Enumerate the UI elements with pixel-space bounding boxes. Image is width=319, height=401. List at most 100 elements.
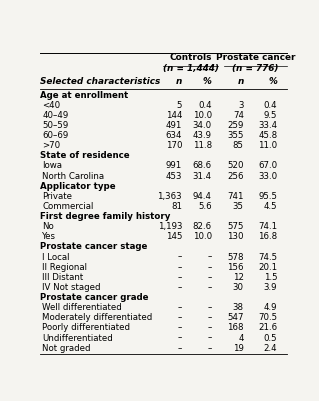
Text: 11.8: 11.8 <box>193 141 212 150</box>
Text: 21.6: 21.6 <box>258 323 277 332</box>
Text: 0.4: 0.4 <box>263 101 277 110</box>
Text: 43.9: 43.9 <box>193 131 212 140</box>
Text: –: – <box>207 283 212 292</box>
Text: <40: <40 <box>42 101 61 110</box>
Text: 4: 4 <box>238 334 244 342</box>
Text: –: – <box>178 334 182 342</box>
Text: I Local: I Local <box>42 253 70 261</box>
Text: 1,193: 1,193 <box>158 222 182 231</box>
Text: 11.0: 11.0 <box>258 141 277 150</box>
Text: –: – <box>207 323 212 332</box>
Text: –: – <box>178 344 182 352</box>
Text: –: – <box>207 303 212 312</box>
Text: 491: 491 <box>166 121 182 130</box>
Text: –: – <box>207 253 212 261</box>
Text: 68.6: 68.6 <box>193 162 212 170</box>
Text: 50–59: 50–59 <box>42 121 69 130</box>
Text: 3: 3 <box>238 101 244 110</box>
Text: –: – <box>178 323 182 332</box>
Text: –: – <box>207 273 212 282</box>
Text: Iowa: Iowa <box>42 162 62 170</box>
Text: 156: 156 <box>227 263 244 272</box>
Text: 35: 35 <box>233 202 244 211</box>
Text: 40–49: 40–49 <box>42 111 69 120</box>
Text: %: % <box>203 77 212 86</box>
Text: III Distant: III Distant <box>42 273 84 282</box>
Text: 4.9: 4.9 <box>264 303 277 312</box>
Text: IV Not staged: IV Not staged <box>42 283 101 292</box>
Text: 256: 256 <box>227 172 244 180</box>
Text: 95.5: 95.5 <box>258 192 277 201</box>
Text: –: – <box>178 253 182 261</box>
Text: II Regional: II Regional <box>42 263 87 272</box>
Text: Selected characteristics: Selected characteristics <box>40 77 160 86</box>
Text: 520: 520 <box>227 162 244 170</box>
Text: 81: 81 <box>171 202 182 211</box>
Text: 60–69: 60–69 <box>42 131 69 140</box>
Text: 33.0: 33.0 <box>258 172 277 180</box>
Text: No: No <box>42 222 54 231</box>
Text: 3.9: 3.9 <box>264 283 277 292</box>
Text: –: – <box>207 263 212 272</box>
Text: n: n <box>176 77 182 86</box>
Text: –: – <box>178 303 182 312</box>
Text: 74: 74 <box>233 111 244 120</box>
Text: 74.1: 74.1 <box>258 222 277 231</box>
Text: 634: 634 <box>166 131 182 140</box>
Text: Private: Private <box>42 192 72 201</box>
Text: North Carolina: North Carolina <box>42 172 104 180</box>
Text: Moderately differentiated: Moderately differentiated <box>42 313 152 322</box>
Text: Yes: Yes <box>42 232 56 241</box>
Text: 5.6: 5.6 <box>198 202 212 211</box>
Text: %: % <box>268 77 277 86</box>
Text: 259: 259 <box>227 121 244 130</box>
Text: 4.5: 4.5 <box>263 202 277 211</box>
Text: 355: 355 <box>227 131 244 140</box>
Text: 144: 144 <box>166 111 182 120</box>
Text: Age at enrollment: Age at enrollment <box>40 91 128 100</box>
Text: Prostate cancer: Prostate cancer <box>216 53 295 62</box>
Text: 578: 578 <box>227 253 244 261</box>
Text: Applicator type: Applicator type <box>40 182 115 191</box>
Text: n: n <box>237 77 244 86</box>
Text: 34.0: 34.0 <box>193 121 212 130</box>
Text: 85: 85 <box>233 141 244 150</box>
Text: –: – <box>207 334 212 342</box>
Text: 453: 453 <box>166 172 182 180</box>
Text: Well differentiated: Well differentiated <box>42 303 122 312</box>
Text: –: – <box>178 263 182 272</box>
Text: First degree family history: First degree family history <box>40 212 170 221</box>
Text: 70.5: 70.5 <box>258 313 277 322</box>
Text: 33.4: 33.4 <box>258 121 277 130</box>
Text: –: – <box>178 273 182 282</box>
Text: 145: 145 <box>166 232 182 241</box>
Text: Commercial: Commercial <box>42 202 94 211</box>
Text: 170: 170 <box>166 141 182 150</box>
Text: 31.4: 31.4 <box>193 172 212 180</box>
Text: 12: 12 <box>233 273 244 282</box>
Text: 82.6: 82.6 <box>193 222 212 231</box>
Text: 30: 30 <box>233 283 244 292</box>
Text: 0.5: 0.5 <box>263 334 277 342</box>
Text: Poorly differentiated: Poorly differentiated <box>42 323 130 332</box>
Text: 94.4: 94.4 <box>193 192 212 201</box>
Text: Undifferentiated: Undifferentiated <box>42 334 113 342</box>
Text: 9.5: 9.5 <box>264 111 277 120</box>
Text: 575: 575 <box>227 222 244 231</box>
Text: 20.1: 20.1 <box>258 263 277 272</box>
Text: 991: 991 <box>166 162 182 170</box>
Text: (n = 1,444): (n = 1,444) <box>163 65 219 73</box>
Text: –: – <box>207 344 212 352</box>
Text: Controls: Controls <box>169 53 212 62</box>
Text: 1.5: 1.5 <box>263 273 277 282</box>
Text: 2.4: 2.4 <box>263 344 277 352</box>
Text: 1,363: 1,363 <box>157 192 182 201</box>
Text: State of residence: State of residence <box>40 152 130 160</box>
Text: 741: 741 <box>227 192 244 201</box>
Text: 10.0: 10.0 <box>193 232 212 241</box>
Text: Prostate cancer stage: Prostate cancer stage <box>40 243 147 251</box>
Text: –: – <box>207 313 212 322</box>
Text: 16.8: 16.8 <box>258 232 277 241</box>
Text: Prostate cancer grade: Prostate cancer grade <box>40 293 148 302</box>
Text: Not graded: Not graded <box>42 344 91 352</box>
